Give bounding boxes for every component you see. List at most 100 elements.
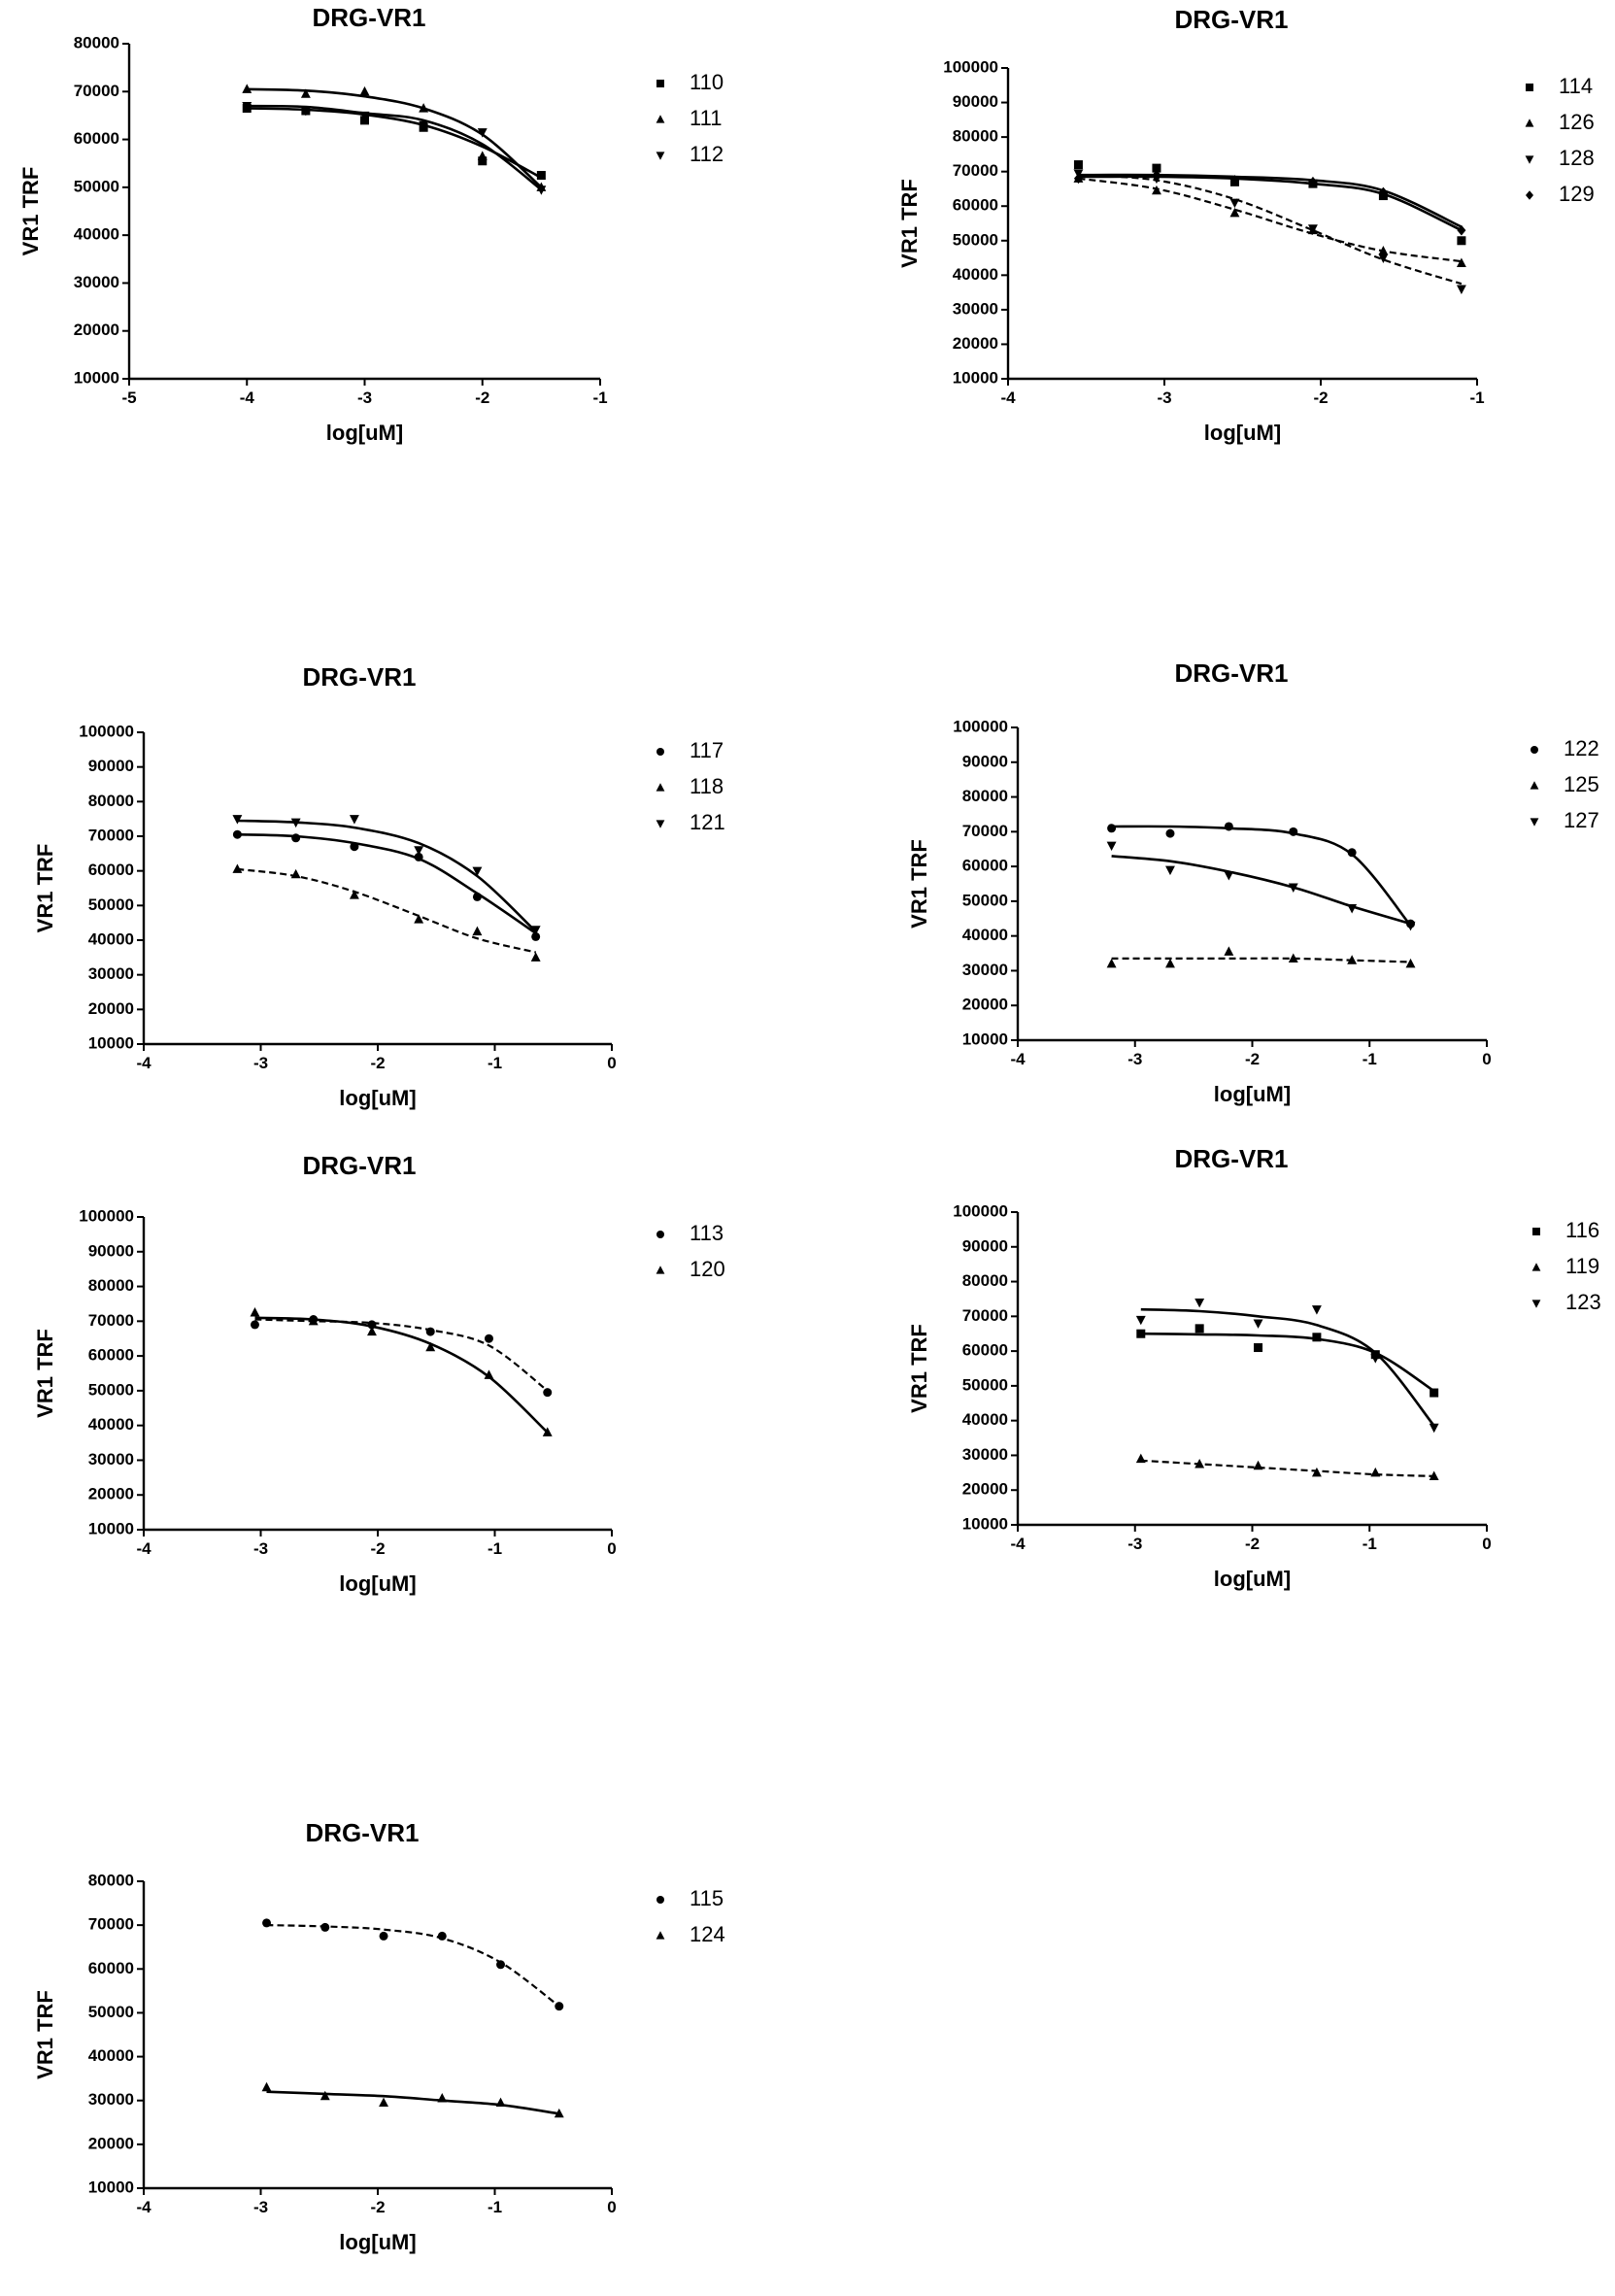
data-point-114 [1457, 236, 1465, 245]
fit-curve-115 [267, 1925, 559, 2007]
fit-curve-121 [237, 821, 535, 931]
y-tick-label: 10000 [88, 1033, 134, 1052]
x-tick-label: -5 [121, 388, 136, 407]
x-tick-label: -2 [370, 2198, 385, 2216]
legend-marker-121 [656, 820, 665, 827]
data-point-118 [472, 927, 482, 935]
y-tick-label: 80000 [74, 33, 119, 51]
data-point-126 [1152, 186, 1161, 194]
legend-item: 112 [656, 142, 723, 166]
legend-label: 112 [690, 142, 723, 166]
series-120 [251, 1307, 553, 1436]
data-point-118 [350, 890, 359, 898]
data-point-119 [1312, 1468, 1322, 1476]
data-point-122 [1289, 827, 1297, 836]
legend-label: 123 [1565, 1290, 1601, 1314]
data-point-124 [320, 2091, 330, 2100]
y-tick-label: 60000 [962, 1341, 1008, 1360]
y-tick-label: 70000 [88, 1311, 134, 1330]
y-axis-label: VR1 TRF [18, 167, 43, 256]
y-tick-label: 30000 [962, 961, 1008, 979]
y-tick-label: 100000 [79, 722, 134, 740]
chart-title: DRG-VR1 [1174, 5, 1288, 34]
chart-3: DRG-VR1100002000030000400005000060000700… [33, 662, 725, 1110]
y-axis-label: VR1 TRF [33, 1329, 57, 1418]
fit-curve-124 [267, 2092, 559, 2114]
series-116 [1136, 1324, 1438, 1397]
x-tick-label: -3 [1157, 388, 1171, 407]
y-tick-label: 80000 [962, 1271, 1008, 1290]
y-tick-label: 50000 [962, 1375, 1008, 1394]
data-point-123 [1254, 1319, 1263, 1328]
legend-label: 115 [690, 1886, 723, 1910]
data-point-119 [1136, 1454, 1146, 1463]
x-tick-label: -1 [1469, 388, 1484, 407]
y-tick-label: 30000 [962, 1445, 1008, 1464]
x-axis-label: log[uM] [1214, 1567, 1291, 1591]
x-tick-label: -1 [592, 388, 607, 407]
y-tick-label: 10000 [74, 368, 119, 387]
y-tick-label: 90000 [962, 752, 1008, 770]
y-tick-label: 100000 [953, 1201, 1008, 1220]
fit-curve-126 [1079, 179, 1462, 261]
data-point-115 [380, 1932, 388, 1941]
legend-marker-127 [1531, 818, 1539, 826]
y-tick-label: 20000 [88, 2134, 134, 2152]
y-tick-label: 30000 [88, 964, 134, 983]
x-tick-label: -3 [253, 1054, 268, 1072]
y-tick-label: 10000 [962, 1030, 1008, 1048]
series-123 [1136, 1299, 1439, 1433]
legend-label: 129 [1559, 182, 1595, 206]
legend-label: 120 [690, 1257, 725, 1281]
x-tick-label: -2 [1245, 1050, 1260, 1068]
y-tick-label: 50000 [962, 891, 1008, 909]
fit-curve-120 [255, 1318, 548, 1433]
legend-label: 125 [1564, 772, 1599, 796]
y-tick-label: 20000 [953, 334, 998, 353]
chart-title: DRG-VR1 [1174, 658, 1288, 688]
legend-marker-116 [1532, 1228, 1540, 1235]
legend-marker-120 [656, 1266, 665, 1273]
x-tick-label: -4 [1000, 388, 1016, 407]
data-point-123 [1136, 1316, 1146, 1325]
legend-marker-129 [1526, 190, 1533, 200]
x-tick-label: -3 [1127, 1535, 1142, 1553]
y-tick-label: 60000 [953, 196, 998, 215]
legend-marker-111 [656, 115, 665, 122]
y-tick-label: 100000 [953, 717, 1008, 735]
y-tick-label: 70000 [953, 161, 998, 180]
data-point-116 [1312, 1333, 1321, 1341]
legend-label: 128 [1559, 146, 1595, 170]
y-tick-label: 90000 [88, 757, 134, 775]
legend-item: 118 [656, 774, 723, 798]
y-axis-label: VR1 TRF [33, 1990, 57, 2079]
data-point-117 [291, 833, 300, 842]
data-point-123 [1194, 1299, 1204, 1307]
legend-item: 111 [656, 106, 723, 130]
data-point-127 [1107, 842, 1117, 851]
x-axis-label: log[uM] [326, 421, 403, 445]
x-tick-label: -3 [357, 388, 372, 407]
data-point-128 [1230, 199, 1240, 208]
y-tick-label: 80000 [88, 792, 134, 810]
fit-curve-116 [1141, 1334, 1434, 1391]
data-point-118 [291, 869, 301, 878]
data-point-113 [426, 1328, 435, 1336]
x-tick-label: -1 [488, 1539, 502, 1558]
x-tick-label: -2 [475, 388, 489, 407]
x-tick-label: -1 [488, 2198, 502, 2216]
legend-item: 117 [656, 738, 723, 762]
data-point-123 [1430, 1424, 1439, 1433]
y-tick-label: 80000 [88, 1276, 134, 1295]
legend-label: 127 [1564, 808, 1599, 832]
x-tick-label: -2 [1313, 388, 1328, 407]
legend-marker-125 [1531, 781, 1539, 789]
y-axis-label: VR1 TRF [907, 839, 931, 929]
data-point-115 [555, 2002, 563, 2010]
fit-curve-118 [237, 869, 535, 953]
data-point-123 [1312, 1305, 1322, 1314]
x-axis-label: log[uM] [339, 1571, 416, 1596]
series-119 [1136, 1454, 1439, 1480]
legend-item: 122 [1531, 736, 1599, 760]
series-118 [232, 863, 540, 961]
